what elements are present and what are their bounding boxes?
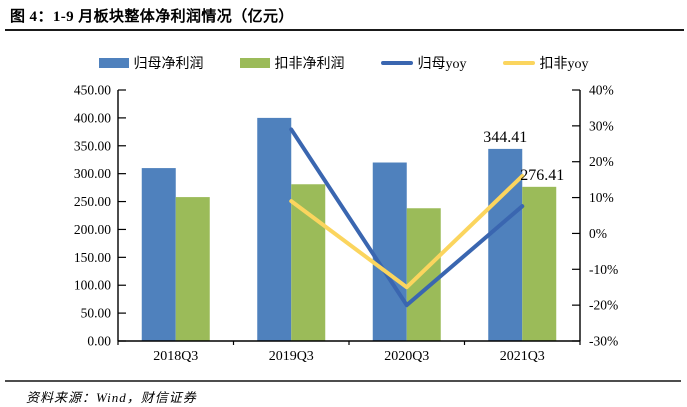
left-axis-label: 0.00 [87, 334, 111, 349]
figure-title: 图 4：1-9 月板块整体净利润情况（亿元） [10, 9, 294, 25]
legend-item-guimu-profit: 归母净利润 [98, 53, 204, 73]
right-axis-label: -30% [589, 334, 618, 349]
right-axis-label: -10% [589, 262, 618, 277]
x-axis-label: 2021Q3 [500, 349, 545, 364]
right-axis-label: 20% [589, 154, 614, 169]
bar-koufei-2020Q3 [406, 208, 441, 341]
bar-koufei-2019Q3 [291, 184, 326, 341]
bar-value-label: 276.41 [520, 167, 564, 184]
bar-koufei-2018Q3 [175, 197, 210, 341]
bar-guimu-2018Q3 [141, 168, 176, 341]
right-axis-label: 30% [589, 118, 614, 133]
yoy-line-guimu [289, 127, 525, 308]
left-axis-label: 250.00 [74, 194, 111, 209]
legend-swatch-yellow-line [502, 61, 535, 65]
legend-item-koufei-profit: 扣非净利润 [239, 53, 345, 73]
yoy-line-koufei [289, 174, 525, 290]
x-axis-label: 2018Q3 [153, 349, 198, 364]
right-axis-label: 40% [589, 83, 614, 98]
right-axis-label: 10% [589, 190, 614, 205]
legend-item-guimu-yoy: 归母yoy [380, 53, 467, 73]
left-axis-label: 300.00 [74, 166, 111, 181]
bar-koufei-2021Q3 [522, 186, 557, 341]
left-axis-label: 350.00 [74, 138, 111, 153]
legend-swatch-green-bar [239, 58, 270, 68]
legend-label: 扣非净利润 [274, 57, 345, 72]
left-axis-label: 200.00 [74, 222, 111, 237]
legend-label: 归母yoy [417, 57, 467, 72]
bar-guimu-2021Q3 [488, 148, 523, 341]
left-axis-label: 100.00 [74, 278, 111, 293]
bar-guimu-2020Q3 [372, 162, 407, 341]
left-axis-label: 400.00 [74, 110, 111, 125]
x-axis-label: 2019Q3 [269, 349, 314, 364]
figure-source: 资料来源：Wind，财信证券 [26, 390, 197, 405]
chart-legend: 归母净利润 扣非净利润 归母yoy 扣非yoy [0, 54, 687, 72]
legend-swatch-blue-line [380, 61, 413, 65]
x-axis-label: 2020Q3 [384, 349, 429, 364]
right-axis-label: -20% [589, 298, 618, 313]
title-rule [5, 29, 684, 31]
left-axis-label: 50.00 [81, 306, 112, 321]
bar-value-label: 344.41 [483, 129, 527, 146]
left-axis-label: 150.00 [74, 250, 111, 265]
source-rule [5, 380, 681, 382]
legend-item-koufei-yoy: 扣非yoy [502, 53, 589, 73]
legend-label: 扣非yoy [539, 57, 589, 72]
right-axis-label: 0% [589, 226, 607, 241]
legend-swatch-blue-bar [98, 58, 129, 68]
left-axis-label: 450.00 [74, 83, 111, 98]
bar-guimu-2019Q3 [257, 117, 292, 341]
legend-label: 归母净利润 [133, 57, 204, 72]
